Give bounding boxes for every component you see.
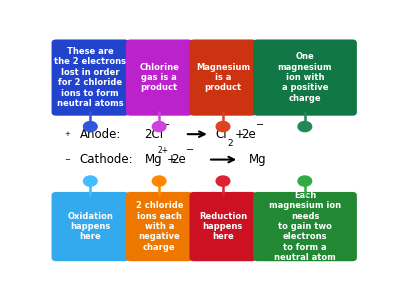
FancyBboxPatch shape [190, 40, 256, 116]
Text: Anode:: Anode: [80, 128, 121, 141]
Text: 2e: 2e [171, 153, 186, 166]
Text: +: + [235, 128, 245, 141]
FancyBboxPatch shape [253, 40, 357, 116]
FancyBboxPatch shape [52, 192, 129, 261]
Circle shape [84, 176, 97, 186]
Circle shape [216, 122, 230, 132]
FancyBboxPatch shape [126, 192, 193, 261]
Text: Mg: Mg [248, 153, 266, 166]
FancyBboxPatch shape [126, 40, 193, 116]
Text: 2Cl: 2Cl [144, 128, 164, 141]
FancyBboxPatch shape [253, 192, 357, 261]
Circle shape [84, 122, 97, 132]
Circle shape [152, 176, 166, 186]
Text: −: − [162, 120, 170, 130]
Text: −: − [64, 157, 70, 163]
Text: Cl: Cl [216, 128, 228, 141]
Text: Cathode:: Cathode: [80, 153, 133, 166]
Text: Reduction
happens
here: Reduction happens here [199, 212, 247, 242]
Text: Mg: Mg [144, 153, 162, 166]
Text: Each
magnesium ion
needs
to gain two
electrons
to form a
neutral atom: Each magnesium ion needs to gain two ele… [269, 191, 341, 262]
Circle shape [152, 122, 166, 132]
Text: These are
the 2 electrons
lost in order
for 2 chloride
ions to form
neutral atom: These are the 2 electrons lost in order … [54, 47, 126, 108]
Text: Oxidation
happens
here: Oxidation happens here [67, 212, 113, 242]
Circle shape [298, 176, 312, 186]
Text: 2: 2 [227, 139, 233, 148]
Circle shape [216, 176, 230, 186]
Text: −: − [186, 145, 194, 155]
Text: 2e: 2e [241, 128, 256, 141]
Text: +: + [166, 153, 176, 166]
Text: 2+: 2+ [158, 146, 169, 155]
Text: 2 chloride
ions each
with a
negative
charge: 2 chloride ions each with a negative cha… [136, 201, 183, 252]
Text: +: + [64, 131, 70, 137]
Circle shape [298, 122, 312, 132]
Text: Magnesium
is a
product: Magnesium is a product [196, 63, 250, 92]
Text: One
magnesium
ion with
a positive
charge: One magnesium ion with a positive charge [278, 52, 332, 103]
FancyBboxPatch shape [190, 192, 256, 261]
FancyBboxPatch shape [52, 40, 129, 116]
Text: −: − [256, 120, 264, 130]
Text: Chlorine
gas is a
product: Chlorine gas is a product [139, 63, 179, 92]
